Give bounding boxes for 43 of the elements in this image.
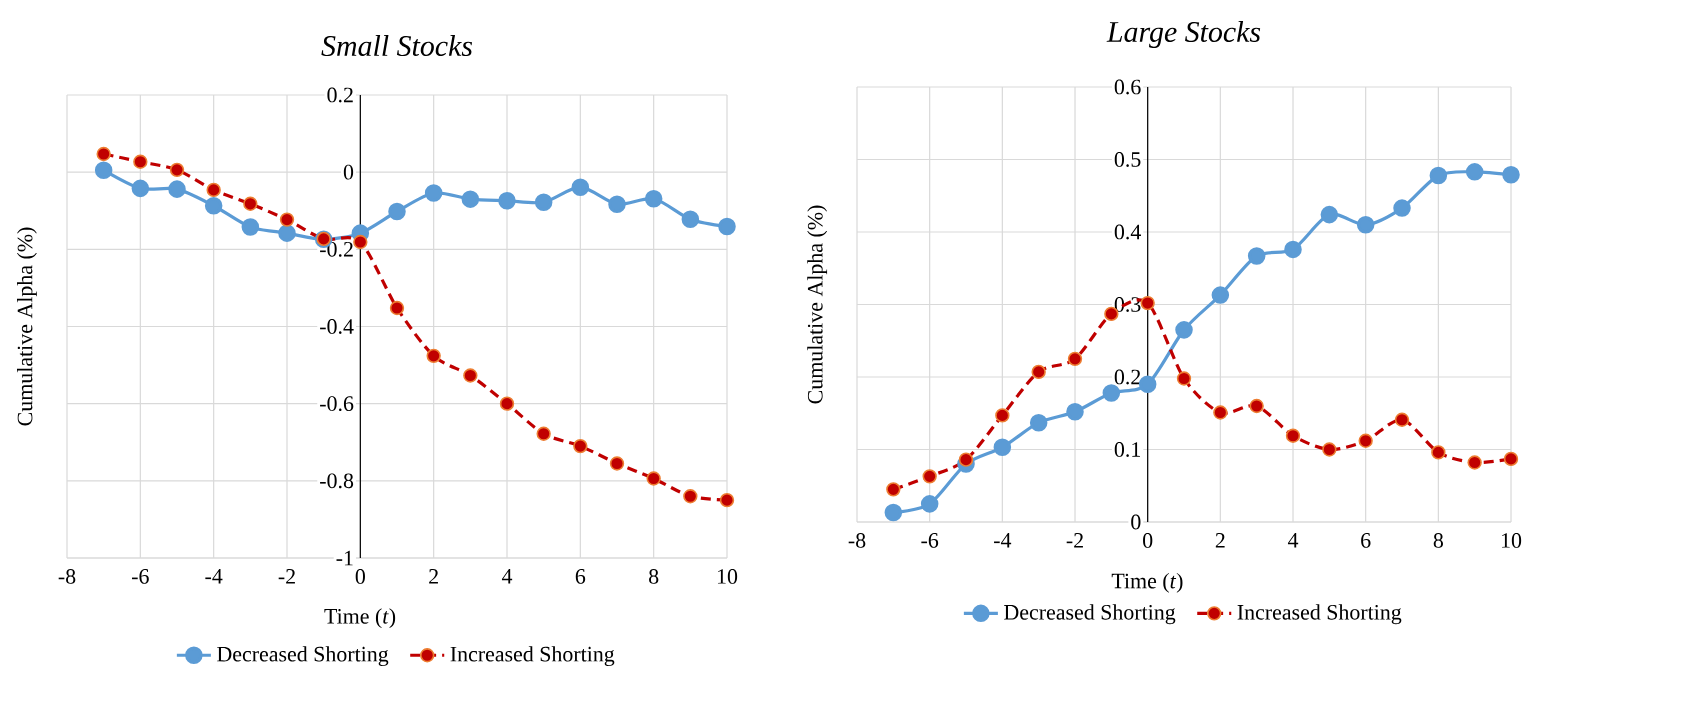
y-axis-title: Cumulative Alpha (%) [807, 205, 828, 404]
legend-label: Decreased Shorting [1004, 604, 1176, 625]
x-tick-label: -8 [58, 569, 76, 584]
y-tick-label: 0 [343, 164, 354, 180]
chart-title: Small Stocks [321, 35, 473, 57]
x-tick-label: 4 [501, 569, 513, 584]
y-tick-label: -0.6 [320, 396, 354, 412]
x-tick-label: -2 [1066, 533, 1083, 548]
y-tick-label: 0.2 [327, 87, 353, 103]
x-tick-label: 8 [649, 569, 659, 584]
y-tick-label: -1 [336, 550, 353, 566]
x-tick-label: 0 [355, 569, 365, 584]
x-tick-label: 8 [1433, 533, 1443, 548]
x-tick-label: -6 [132, 569, 149, 584]
x-tick-label: -2 [278, 569, 295, 584]
x-tick-label: 10 [1501, 533, 1522, 548]
y-tick-label: -0.2 [320, 241, 353, 257]
x-tick-label: -4 [994, 533, 1012, 548]
x-tick-label: 4 [1287, 533, 1299, 548]
y-tick-label: 0.4 [1114, 224, 1141, 240]
y-tick-label: 0.1 [1114, 442, 1140, 457]
y-tick-label: 0.5 [1114, 152, 1141, 167]
y-tick-label: 0.2 [1114, 369, 1141, 385]
x-tick-label: 2 [429, 569, 438, 584]
x-tick-label: 6 [1361, 533, 1371, 548]
x-tick-label: -6 [921, 533, 939, 548]
legend-label: Increased Shorting [450, 646, 615, 667]
y-tick-label: 0.6 [1114, 79, 1141, 95]
x-tick-label: 10 [717, 569, 738, 584]
x-axis-title: Time (t) [1111, 572, 1183, 593]
chart-title: Large Stocks [1106, 21, 1261, 49]
legend-label: Decreased Shorting [217, 646, 389, 667]
legend-label: Increased Shorting [1237, 604, 1402, 625]
y-tick-label: -0.4 [320, 319, 354, 334]
y-tick-label: -0.8 [320, 473, 354, 489]
x-tick-label: 6 [575, 569, 586, 584]
x-tick-label: -8 [848, 533, 866, 548]
y-axis-title: Cumulative Alpha (%) [17, 227, 37, 426]
x-tick-label: 0 [1143, 533, 1153, 548]
x-tick-label: 2 [1215, 533, 1225, 548]
y-tick-label: 0 [1131, 514, 1141, 530]
x-tick-label: -4 [205, 569, 223, 584]
x-axis-title: Time (t) [324, 608, 396, 629]
